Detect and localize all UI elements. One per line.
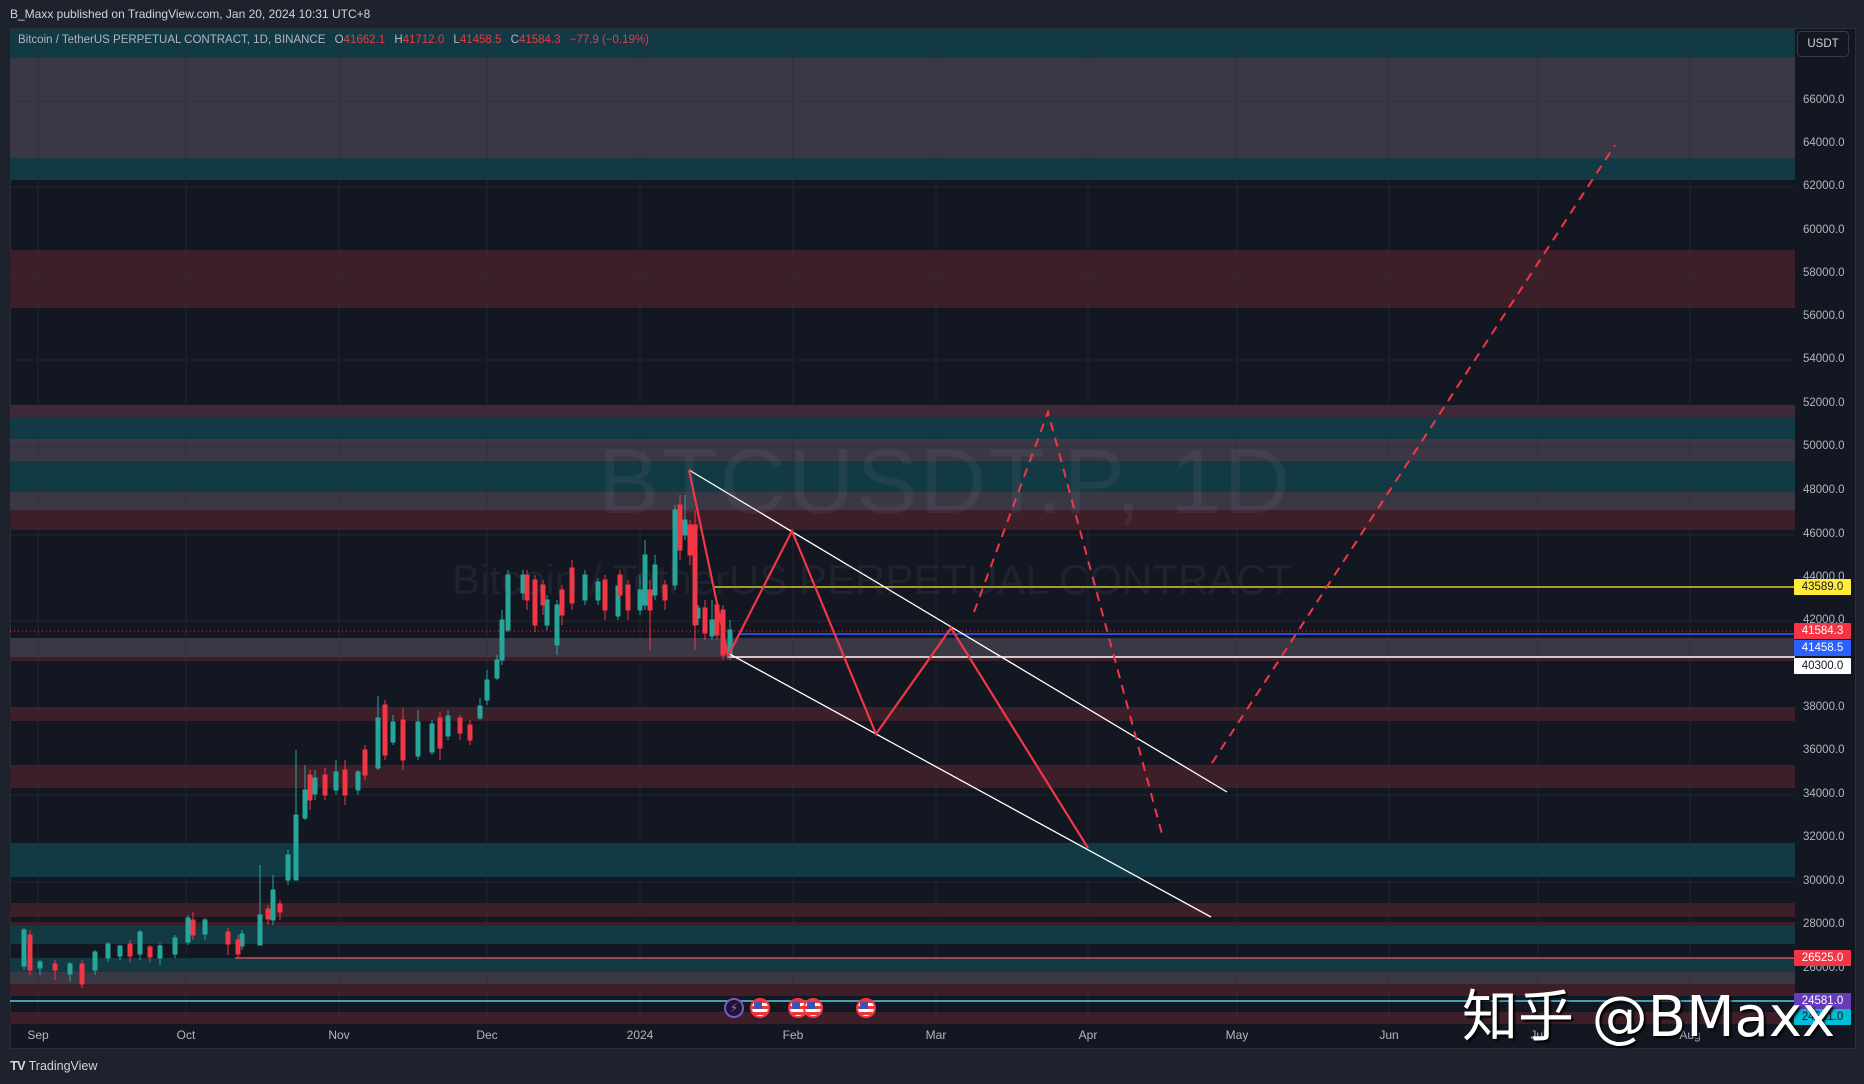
channel-upper-line <box>688 469 1228 793</box>
candlesticks <box>21 495 733 988</box>
price-tick: 60000.0 <box>1803 224 1845 236</box>
price-tick: 50000.0 <box>1803 440 1845 452</box>
zigzag-projection[interactable] <box>687 469 1089 849</box>
lightning-icon[interactable]: ⚡ <box>724 998 744 1018</box>
price-tick: 66000.0 <box>1803 94 1845 106</box>
price-tick: 30000.0 <box>1803 875 1845 887</box>
channel-lower-line <box>725 651 1212 918</box>
time-tick: Sep <box>27 1028 49 1042</box>
symbol-description[interactable]: Bitcoin / TetherUS PERPETUAL CONTRACT, 1… <box>18 34 326 46</box>
price-tick: 38000.0 <box>1803 701 1845 713</box>
time-tick: Jun <box>1379 1028 1399 1042</box>
price-tick: 52000.0 <box>1803 397 1845 409</box>
ohlc-legend: Bitcoin / TetherUS PERPETUAL CONTRACT, 1… <box>18 34 649 46</box>
price-tag[interactable]: 26525.0 <box>1794 950 1851 966</box>
price-tick: 36000.0 <box>1803 744 1845 756</box>
descending-channel[interactable] <box>688 469 1228 918</box>
published-info: B_Maxx published on TradingView.com, Jan… <box>10 7 371 21</box>
time-tick: Oct <box>176 1028 196 1042</box>
price-tick: 28000.0 <box>1803 918 1845 930</box>
price-tick: 48000.0 <box>1803 484 1845 496</box>
time-tick: May <box>1225 1028 1249 1042</box>
time-tick: Mar <box>925 1028 947 1042</box>
price-tag[interactable]: 40300.0 <box>1794 658 1851 674</box>
price-tag[interactable]: 24581.0 <box>1794 1009 1851 1025</box>
open-value: 41662.1 <box>343 34 386 46</box>
us-flag-icon[interactable] <box>750 998 770 1018</box>
change-value: −77.9 (−0.19%) <box>569 34 649 46</box>
price-tag[interactable]: 41458.5 <box>1794 640 1851 656</box>
chart-pane[interactable] <box>10 28 1856 1049</box>
description-watermark: Bitcoin / TetherUS PERPETUAL CONTRACT <box>452 556 1293 603</box>
price-levels[interactable] <box>10 586 1795 1002</box>
price-tick: 56000.0 <box>1803 310 1845 322</box>
close-label: C <box>510 34 519 46</box>
dashed-projection-1 <box>973 408 1163 835</box>
low-value: 41458.5 <box>459 34 502 46</box>
price-tag[interactable]: 24581.0 <box>1794 993 1851 1009</box>
published-header: B_Maxx published on TradingView.com, Jan… <box>0 0 1864 28</box>
price-tick: 46000.0 <box>1803 528 1845 540</box>
low-label: L <box>453 34 460 46</box>
price-tick: 62000.0 <box>1803 180 1845 192</box>
currency-button[interactable]: USDT <box>1797 31 1849 57</box>
high-value: 41712.0 <box>402 34 445 46</box>
tradingview-brand: TradingView <box>28 1058 98 1073</box>
time-tick: Apr <box>1078 1028 1098 1042</box>
open-label: O <box>334 34 344 46</box>
symbol-watermark: BTCUSDT.P, 1D <box>598 431 1293 533</box>
time-tick: Nov <box>328 1028 350 1042</box>
author-watermark: 知乎 @BMaxx <box>1462 985 1836 1050</box>
time-tick: Dec <box>476 1028 498 1042</box>
close-value: 41584.3 <box>518 34 561 46</box>
dashed-projection-2 <box>1211 144 1616 764</box>
price-tag[interactable]: 43589.0 <box>1794 579 1851 595</box>
dashed-projections[interactable] <box>973 144 1616 835</box>
us-flag-icon[interactable] <box>856 998 876 1018</box>
price-tick: 54000.0 <box>1803 353 1845 365</box>
price-tick: 58000.0 <box>1803 267 1845 279</box>
time-tick: 2024 <box>626 1028 654 1042</box>
time-tick: Jul <box>1530 1028 1546 1042</box>
price-tick: 34000.0 <box>1803 788 1845 800</box>
time-tick: Aug <box>1679 1028 1701 1042</box>
price-tag[interactable]: 41584.3 <box>1794 623 1851 639</box>
time-tick: Feb <box>782 1028 804 1042</box>
price-tick: 32000.0 <box>1803 831 1845 843</box>
high-label: H <box>394 34 403 46</box>
price-tick: 64000.0 <box>1803 137 1845 149</box>
us-flag-icon[interactable] <box>803 998 823 1018</box>
tradingview-logo-icon: TV <box>10 1058 26 1073</box>
grid-lines <box>10 29 1795 1024</box>
footer: TV TradingView <box>10 1058 97 1073</box>
zones <box>10 29 1795 1024</box>
